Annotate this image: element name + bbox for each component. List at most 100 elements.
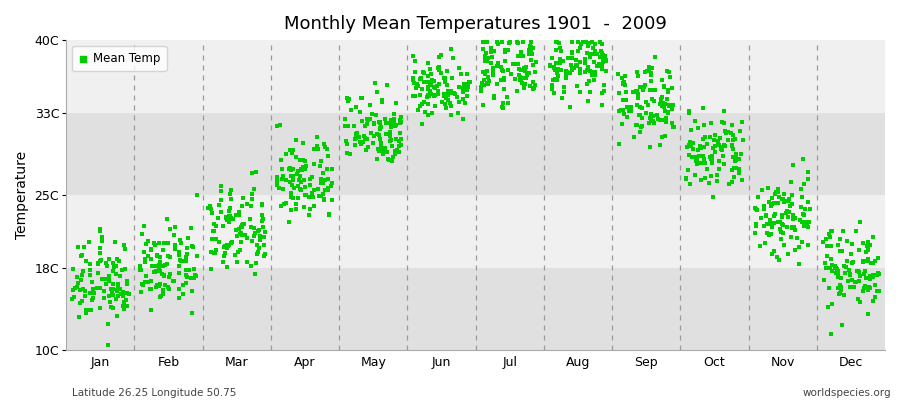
Point <box>225 238 239 245</box>
Point <box>299 192 313 199</box>
Point <box>285 173 300 179</box>
Point <box>253 232 267 239</box>
Point <box>689 156 704 163</box>
Point <box>516 39 530 45</box>
Point <box>653 116 668 123</box>
Point <box>870 272 885 278</box>
Point <box>180 274 194 280</box>
Point <box>355 118 369 124</box>
Point <box>81 307 95 313</box>
Point <box>305 190 320 197</box>
Point <box>646 87 661 94</box>
Point <box>72 314 86 320</box>
Point <box>659 115 673 121</box>
Point <box>158 262 172 268</box>
Point <box>648 54 662 60</box>
Point <box>702 180 716 187</box>
Point <box>284 167 298 173</box>
Point <box>524 49 538 55</box>
Point <box>823 230 837 237</box>
Point <box>598 56 613 63</box>
Point <box>835 248 850 254</box>
Point <box>659 118 673 125</box>
Point <box>629 122 643 128</box>
Point <box>476 102 491 108</box>
Point <box>705 156 719 162</box>
Point <box>783 234 797 240</box>
Point <box>513 77 527 83</box>
Point <box>160 216 175 222</box>
Point <box>154 292 168 299</box>
Point <box>484 54 499 60</box>
Point <box>834 275 849 281</box>
Point <box>588 71 602 77</box>
Point <box>767 220 781 226</box>
Point <box>91 260 105 266</box>
Point <box>385 118 400 125</box>
Point <box>162 286 176 292</box>
Point <box>381 156 395 162</box>
Point <box>726 174 741 180</box>
Point <box>222 205 237 211</box>
Point <box>772 257 787 263</box>
Point <box>137 248 151 255</box>
Point <box>172 252 186 258</box>
Point <box>384 158 399 164</box>
Point <box>718 128 733 134</box>
Point <box>132 267 147 274</box>
Point <box>829 270 843 276</box>
Point <box>644 117 659 124</box>
Point <box>510 61 525 67</box>
Point <box>437 74 452 81</box>
Point <box>112 258 126 265</box>
Point <box>162 273 176 280</box>
Point <box>509 88 524 94</box>
Point <box>99 260 113 267</box>
Point <box>157 272 171 278</box>
Point <box>820 253 834 259</box>
Point <box>148 268 163 274</box>
Point <box>555 94 570 101</box>
Point <box>655 134 670 140</box>
Point <box>699 166 714 172</box>
Point <box>425 110 439 116</box>
Point <box>155 271 169 277</box>
Point <box>420 100 435 107</box>
Point <box>148 241 162 248</box>
Point <box>564 55 579 62</box>
Point <box>764 195 778 201</box>
Point <box>187 274 202 281</box>
Point <box>651 116 665 122</box>
Point <box>860 239 875 246</box>
Point <box>65 296 79 303</box>
Point <box>638 81 652 88</box>
Point <box>376 146 391 153</box>
Point <box>483 45 498 52</box>
Point <box>755 187 770 193</box>
Point <box>644 111 658 117</box>
Point <box>83 267 97 273</box>
Point <box>634 124 648 130</box>
Point <box>374 125 388 131</box>
Point <box>478 71 492 77</box>
Point <box>314 180 328 187</box>
Point <box>594 63 608 69</box>
Point <box>111 287 125 294</box>
Point <box>310 134 324 140</box>
Point <box>773 226 788 232</box>
Point <box>413 76 428 82</box>
Point <box>724 122 739 128</box>
Point <box>619 89 634 96</box>
Point <box>831 242 845 248</box>
Point <box>372 132 386 138</box>
Point <box>665 120 680 126</box>
Point <box>135 281 149 287</box>
Point <box>355 95 369 101</box>
Point <box>569 62 583 68</box>
Point <box>420 85 435 92</box>
Point <box>317 197 331 204</box>
Point <box>310 142 325 149</box>
Point <box>477 82 491 88</box>
Point <box>79 310 94 316</box>
Point <box>474 87 489 94</box>
